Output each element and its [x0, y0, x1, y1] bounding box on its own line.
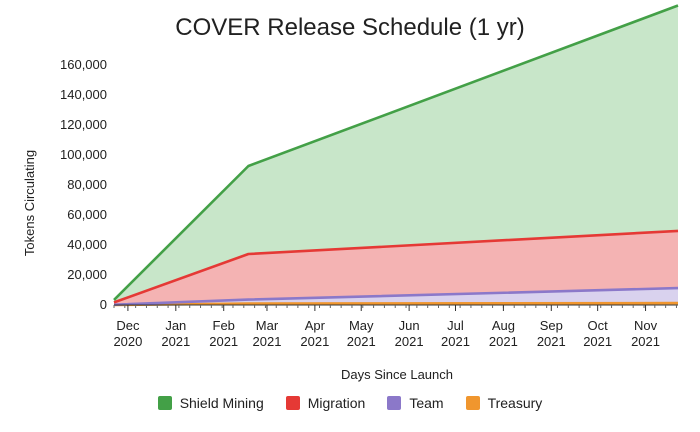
chart-title: COVER Release Schedule (1 yr)	[175, 14, 525, 41]
line-shield-mining	[113, 4, 679, 301]
x-tick-label-year: 2021	[631, 334, 660, 349]
legend-swatch	[285, 396, 300, 410]
x-tick-label-year: 2021	[209, 334, 238, 349]
x-tick-label-month: Jun	[399, 318, 420, 333]
x-tick-label-year: 2020	[113, 334, 142, 349]
legend: Shield Mining Migration Team Treasury	[0, 395, 700, 411]
x-tick-label-year: 2021	[537, 334, 566, 349]
y-tick-label: 120,000	[60, 117, 107, 132]
area-migration	[114, 230, 678, 305]
x-tick-label-year: 2021	[161, 334, 190, 349]
x-axis-label: Days Since Launch	[341, 367, 453, 382]
legend-swatch	[387, 396, 402, 410]
x-tick-label-year: 2021	[253, 334, 282, 349]
x-tick-label-year: 2021	[300, 334, 329, 349]
x-tick-label-month: Aug	[492, 318, 515, 333]
legend-item: Shield Mining	[157, 395, 264, 411]
area-shield-mining	[114, 5, 678, 303]
legend-item: Team	[387, 395, 444, 411]
x-tick-label-year: 2021	[489, 334, 518, 349]
x-tick-label-year: 2021	[395, 334, 424, 349]
x-tick-label-month: Jan	[165, 318, 186, 333]
x-tick-label-month: Feb	[213, 318, 235, 333]
x-tick-label-month: Mar	[256, 318, 279, 333]
legend-swatch	[465, 396, 480, 410]
line-team	[113, 286, 679, 306]
y-tick-label: 140,000	[60, 87, 107, 102]
y-tick-label: 80,000	[67, 177, 107, 192]
y-tick-label: 0	[100, 297, 107, 312]
y-tick-label: 60,000	[67, 207, 107, 222]
x-tick-label-month: Apr	[305, 318, 326, 333]
x-tick-label-month: May	[349, 318, 374, 333]
y-tick-label: 100,000	[60, 147, 107, 162]
x-tick-label-year: 2021	[583, 334, 612, 349]
x-tick-label-month: Jul	[447, 318, 464, 333]
legend-item: Treasury	[465, 395, 543, 411]
y-tick-label: 160,000	[60, 57, 107, 72]
line-migration	[113, 229, 679, 304]
x-tick-label-month: Oct	[588, 318, 609, 333]
x-tick-label-year: 2021	[347, 334, 376, 349]
legend-swatch	[157, 396, 172, 410]
y-axis-label: Tokens Circulating	[22, 150, 37, 256]
x-tick-label-year: 2021	[441, 334, 470, 349]
legend-label: Treasury	[487, 395, 543, 411]
legend-label: Migration	[307, 395, 366, 411]
x-tick-label-month: Dec	[116, 318, 140, 333]
x-tick-label-month: Sep	[540, 318, 563, 333]
x-tick-label-month: Nov	[634, 318, 658, 333]
legend-item: Migration	[285, 395, 366, 411]
y-tick-label: 20,000	[67, 267, 107, 282]
legend-label: Team	[409, 395, 444, 411]
y-tick-label: 40,000	[67, 237, 107, 252]
legend-label: Shield Mining	[179, 395, 264, 411]
